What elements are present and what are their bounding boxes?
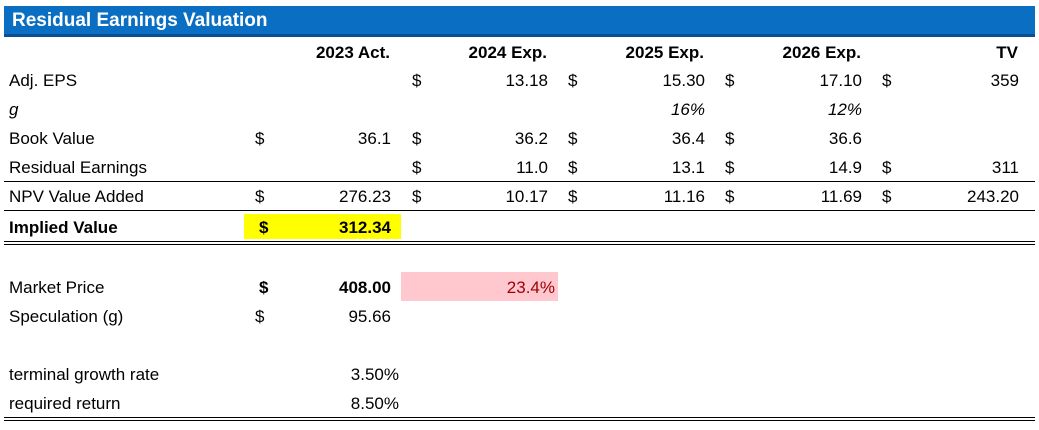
adj-eps-2024: 13.18 (505, 71, 548, 90)
residual-earnings-2024: 11.0 (516, 158, 548, 177)
currency-symbol: $ (259, 218, 269, 237)
implied-value: 312.34 (339, 218, 391, 237)
g-2025: 16% (670, 100, 705, 119)
book-value-2023: 36.1 (357, 129, 391, 148)
currency-symbol: $ (412, 129, 422, 148)
currency-symbol: $ (882, 158, 892, 177)
currency-symbol: $ (568, 158, 578, 177)
required-return-value: 8.50% (350, 394, 399, 413)
adj-eps-2026: 17.10 (819, 71, 862, 90)
residual-earnings-2026: 14.9 (828, 158, 862, 177)
premium-highlight (401, 272, 558, 301)
currency-symbol: $ (259, 278, 269, 297)
required-return-label: required return (9, 394, 121, 413)
header-2024: 2024 Exp. (468, 43, 547, 62)
title-bar: Residual Earnings Valuation (4, 6, 1035, 37)
currency-symbol: $ (412, 187, 422, 206)
book-value-2024: 36.2 (514, 129, 548, 148)
header-2023: 2023 Act. (315, 43, 390, 62)
currency-symbol: $ (882, 71, 892, 90)
row-divider (4, 210, 1035, 211)
npv-2026: 11.69 (820, 187, 862, 206)
premium-pct: 23.4% (506, 278, 555, 297)
double-underline (4, 241, 1035, 242)
adj-eps-2025: 15.30 (662, 71, 705, 90)
currency-symbol: $ (568, 71, 578, 90)
speculation-value: 95.66 (348, 307, 391, 326)
bottom-double-underline (4, 417, 1035, 418)
npv-2025: 11.16 (663, 187, 705, 206)
currency-symbol: $ (725, 187, 735, 206)
bottom-double-underline (4, 420, 1035, 421)
terminal-growth-label: terminal growth rate (9, 365, 160, 384)
market-price-value: 408.00 (339, 278, 391, 297)
npv-2024: 10.17 (505, 187, 548, 206)
row-label-residual-earnings: Residual Earnings (9, 158, 147, 177)
speculation-label: Speculation (g) (9, 307, 124, 326)
row-label-implied-value: Implied Value (9, 218, 118, 237)
currency-symbol: $ (255, 307, 265, 326)
book-value-2026: 36.6 (828, 129, 862, 148)
currency-symbol: $ (255, 129, 265, 148)
currency-symbol: $ (412, 71, 422, 90)
book-value-2025: 36.4 (671, 129, 705, 148)
row-label-book-value: Book Value (9, 129, 95, 148)
npv-2023: 276.23 (339, 187, 391, 206)
currency-symbol: $ (725, 129, 735, 148)
terminal-growth-value: 3.50% (350, 365, 399, 384)
implied-value-highlight (244, 214, 401, 239)
header-tv: TV (996, 43, 1018, 62)
adj-eps-tv: 359 (990, 71, 1019, 90)
header-2026: 2026 Exp. (782, 43, 861, 62)
row-label-adj-eps: Adj. EPS (9, 71, 78, 90)
row-divider (4, 181, 1035, 182)
currency-symbol: $ (882, 187, 892, 206)
row-label-npv-value-added: NPV Value Added (9, 187, 144, 206)
currency-symbol: $ (255, 187, 265, 206)
row-label-g: g (9, 100, 19, 119)
double-underline (4, 244, 1035, 245)
currency-symbol: $ (412, 158, 422, 177)
npv-tv: 243.20 (967, 187, 1019, 206)
header-2025: 2025 Exp. (625, 43, 704, 62)
residual-earnings-2025: 13.1 (671, 158, 705, 177)
currency-symbol: $ (568, 129, 578, 148)
g-2026: 12% (827, 100, 862, 119)
sheet-title: Residual Earnings Valuation (12, 10, 268, 31)
market-price-label: Market Price (9, 278, 105, 297)
currency-symbol: $ (568, 187, 578, 206)
currency-symbol: $ (725, 71, 735, 90)
currency-symbol: $ (725, 158, 735, 177)
residual-earnings-tv: 311 (991, 158, 1019, 177)
